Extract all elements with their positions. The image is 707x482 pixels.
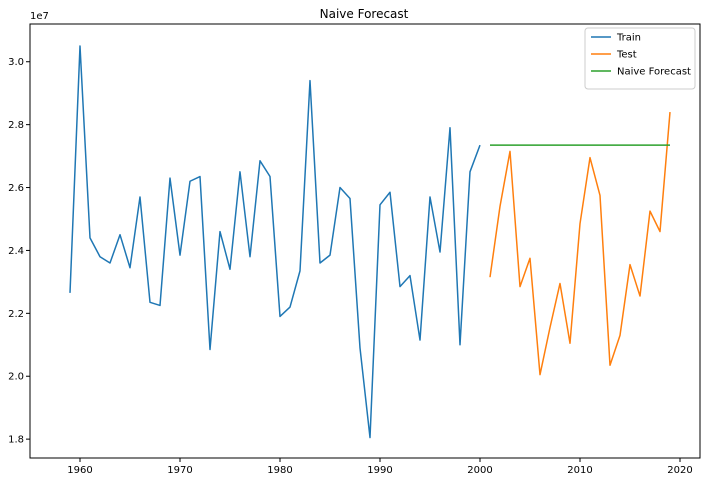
x-axis: 1960 1970 1980 1990 2000 2010 2020 xyxy=(67,458,693,476)
legend-box xyxy=(584,27,696,90)
x-tick-label: 1970 xyxy=(167,465,192,476)
y-tick-label: 2.2 xyxy=(8,309,24,320)
x-tick-label: 2010 xyxy=(567,465,592,476)
series-line-test xyxy=(489,111,671,376)
legend: Train Test Naive Forecast xyxy=(584,27,696,90)
legend-label-naive-forecast: Naive Forecast xyxy=(617,67,691,78)
x-tick-label: 1980 xyxy=(267,465,292,476)
y-tick-label: 3.0 xyxy=(8,57,24,68)
x-tick-label: 1960 xyxy=(67,465,92,476)
x-tick-label: 2020 xyxy=(667,465,692,476)
series-line-train xyxy=(69,45,481,439)
legend-label-train: Train xyxy=(616,33,641,44)
legend-label-test: Test xyxy=(616,50,637,61)
y-tick-label: 2.0 xyxy=(8,372,24,383)
y-axis: 1.8 2.0 2.2 2.4 2.6 2.8 3.0 xyxy=(8,57,30,446)
x-tick-label: 1990 xyxy=(367,465,392,476)
y-offset-text: 1e7 xyxy=(30,11,49,22)
plot-lines xyxy=(69,45,671,439)
x-tick-label: 2000 xyxy=(467,465,492,476)
chart-title: Naive Forecast xyxy=(320,7,409,21)
y-tick-label: 2.6 xyxy=(8,183,24,194)
y-tick-label: 1.8 xyxy=(8,435,24,446)
plot-frame xyxy=(29,23,701,459)
y-tick-label: 2.4 xyxy=(8,246,24,257)
y-tick-label: 2.8 xyxy=(8,120,24,131)
